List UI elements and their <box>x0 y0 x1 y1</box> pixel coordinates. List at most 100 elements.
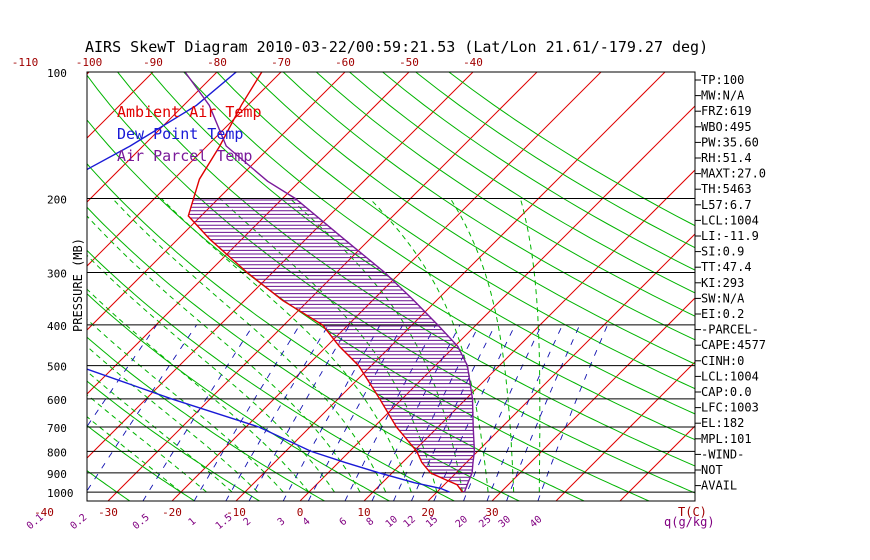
top-temp-tick-label: -70 <box>271 56 291 69</box>
dry-adiabat-line <box>87 74 695 494</box>
mixing-ratio-tick-label: 20 <box>454 514 470 530</box>
stats-item: AVAIL <box>701 479 737 493</box>
isotherm-line <box>491 297 695 501</box>
moist-adiabat-line <box>87 345 259 493</box>
dry-adiabat-line <box>87 163 585 501</box>
stats-item: NOT <box>701 463 723 477</box>
axis-labels: 1002003004005006007008009001000-50-40-30… <box>12 56 545 532</box>
mixing-ratio-tick-label: 0.5 <box>131 512 152 532</box>
ambient-temp-line <box>187 72 464 493</box>
stats-item: L57:6.7 <box>701 198 752 212</box>
profiles <box>87 72 476 493</box>
moist-adiabat-line <box>519 198 541 493</box>
moist-adiabat-line <box>87 416 182 493</box>
dry-adiabat-line <box>0 72 65 501</box>
pressure-tick-label: 600 <box>47 394 67 407</box>
stats-item: EI:0.2 <box>701 307 744 321</box>
temp-tick-label: -40 <box>34 506 54 519</box>
isotherm-line <box>0 72 25 501</box>
mixing-ratio-line <box>433 324 516 501</box>
stats-item: CINH:0 <box>701 354 744 368</box>
dry-adiabat-line <box>150 72 695 441</box>
mixing-ratio-line <box>537 324 609 501</box>
mixing-ratio-tick-label: 10 <box>384 514 400 530</box>
pressure-tick-label: 200 <box>47 193 67 206</box>
mixing-ratio-line <box>486 324 563 501</box>
mixing-ratio-tick-label: 4 <box>301 516 313 528</box>
mixing-ratio-line <box>344 324 437 501</box>
mixing-ratio-line <box>410 324 496 501</box>
temp-tick-label: 30 <box>485 506 498 519</box>
pressure-tick-label: 700 <box>47 422 67 435</box>
stats-item: WBO:495 <box>701 120 752 134</box>
mixing-ratio-tick-label: 6 <box>338 516 350 528</box>
mixing-ratio-line <box>142 324 254 501</box>
top-temp-tick-label: -100 <box>76 56 103 69</box>
dry-adiabat-line <box>282 72 695 341</box>
isotherm-line <box>299 105 695 501</box>
stats-item: TH:5463 <box>701 182 752 196</box>
mixing-ratio-tick-label: 12 <box>402 514 418 530</box>
isotherm-line <box>87 72 218 203</box>
isotherm-line <box>87 72 346 331</box>
stats-item: EL:182 <box>701 416 744 430</box>
moist-adiabat-line <box>87 288 310 493</box>
stats-item: RH:51.4 <box>701 151 752 165</box>
stats-item: -WIND- <box>701 447 744 461</box>
mixing-ratio-tick-label: 30 <box>497 514 513 530</box>
mixing-ratio-tick-label: 2 <box>242 516 254 528</box>
temp-tick-label: 20 <box>421 506 434 519</box>
dry-adiabat-line <box>87 380 260 501</box>
dry-adiabat-line <box>183 72 695 415</box>
dry-adiabat-line <box>87 206 520 501</box>
mixing-ratio-tick-label: 8 <box>365 516 377 528</box>
mixing-ratio-line <box>248 324 350 501</box>
legend-item: Ambient Air Temp <box>117 103 262 121</box>
stats-item: LCL:1004 <box>701 369 759 383</box>
stats-item: TP:100 <box>701 73 744 87</box>
mixing-ratio-line <box>506 324 581 501</box>
pressure-tick-label: 1000 <box>47 487 74 500</box>
pressure-tick-label: 300 <box>47 267 67 280</box>
dry-adiabat-line <box>87 293 390 501</box>
mixing-ratio-tick-label: 1 <box>187 516 199 528</box>
stats-item: CAP:0.0 <box>701 385 752 399</box>
parcel-temp-line <box>184 72 476 493</box>
mixing-unit-label: q(g/kg) <box>664 515 715 529</box>
chart-title: AIRS SkewT Diagram 2010-03-22/00:59:21.5… <box>85 38 708 56</box>
moist-adiabat-line <box>87 394 207 493</box>
stats-item: TT:47.4 <box>701 260 752 274</box>
mixing-ratio-line <box>463 324 542 501</box>
dewpoint-line <box>87 72 450 493</box>
pressure-tick-label: 500 <box>47 361 67 374</box>
isotherm-line <box>87 72 410 395</box>
stats-item: -PARCEL- <box>701 323 759 337</box>
isotherm-line <box>87 72 282 267</box>
pressure-tick-label: 100 <box>47 67 67 80</box>
dry-adiabat-line <box>315 72 695 317</box>
mixing-ratio-tick-label: 3 <box>276 516 288 528</box>
legend: Ambient Air Temp Dew Point Temp Air Parcel… <box>117 103 262 165</box>
top-temp-tick-label: -90 <box>143 56 163 69</box>
pressure-tick-label: 400 <box>47 320 67 333</box>
temp-unit-label: T(C) <box>678 505 707 519</box>
mixing-ratio-tick-label: 40 <box>528 514 544 530</box>
isotherm-line <box>87 72 474 459</box>
isotherm-line <box>427 233 695 501</box>
stats-item: FRZ:619 <box>701 104 752 118</box>
moist-adiabat-line <box>87 215 361 493</box>
top-temp-tick-label: -50 <box>399 56 419 69</box>
moist-adiabat-line <box>161 198 412 493</box>
mixing-ratio-line <box>87 324 197 492</box>
stats-item: PW:35.60 <box>701 135 759 149</box>
dry-adiabat-line <box>87 249 455 501</box>
dry-adiabat-line <box>349 72 695 294</box>
temp-tick-label: -30 <box>98 506 118 519</box>
temp-tick-label: 10 <box>357 506 370 519</box>
plot-border <box>86 71 696 502</box>
pressure-tick-label: 900 <box>47 468 67 481</box>
dry-adiabat-line <box>87 470 131 501</box>
stats-item: LCL:1004 <box>701 213 759 227</box>
top-temp-tick-label: -110 <box>12 56 39 69</box>
temp-tick-label: 0 <box>297 506 304 519</box>
